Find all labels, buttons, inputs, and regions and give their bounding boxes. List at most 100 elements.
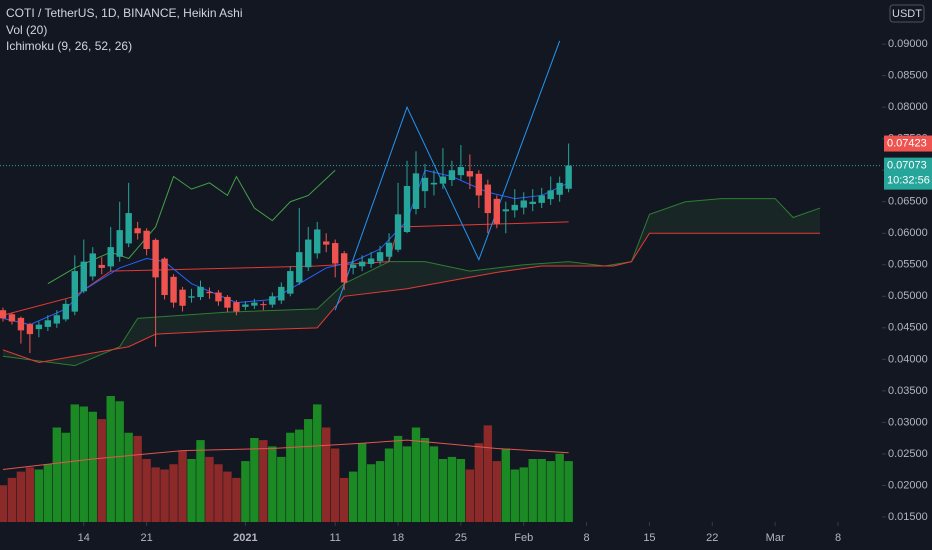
volume-bar [7,477,17,522]
x-tick-label: 25 [455,532,467,544]
volume-bar [447,456,457,522]
candle-body [134,228,141,234]
x-tick-label: 14 [78,532,90,544]
volume-bar [304,419,313,522]
volume-bar [411,427,421,522]
candle-body [260,304,267,306]
candle-body [296,252,303,283]
y-tick-label: 0.02000 [888,479,928,491]
candle-body [547,190,554,200]
volume-bar [169,464,178,522]
volume-bar [402,446,412,522]
y-tick-label: 0.02500 [888,448,928,460]
candle-body [8,314,16,322]
x-tick-label: 2021 [233,532,257,544]
volume-bar [250,438,259,522]
volume-bar [151,467,160,522]
candle-body [242,304,249,307]
currency[interactable]: USDT [892,8,922,20]
volume-bar [268,446,277,522]
candle-body [107,247,114,267]
volume-bar [555,453,564,522]
volume-bar [187,459,196,522]
candle-body [98,264,105,268]
x-tick-label: 8 [584,532,590,544]
volume-bar [52,427,62,522]
x-tick-label: Feb [514,532,533,544]
plot [0,40,882,522]
candle-body [188,296,195,298]
candle-body [493,198,501,224]
candle-body [224,296,231,308]
volume-bar [313,404,322,522]
y-tick-label: 0.03000 [888,416,928,428]
candle-body [439,176,447,184]
candle-body [44,320,52,327]
volume-bar [61,432,71,522]
volume-bar [178,450,187,522]
y-tick-label: 0.01500 [888,511,928,523]
volume-bar [393,435,403,522]
candle-body [448,170,456,181]
candle-body [556,182,563,195]
y-tick-label: 0.06500 [888,196,928,208]
candle-body [394,214,402,250]
candle-body [349,264,357,268]
candle-body [125,213,132,244]
volume-bar [465,469,475,522]
volume-bar [348,471,358,522]
candle-body [170,276,177,303]
volume-bar [106,396,115,522]
candle-body [0,310,7,319]
y-tick-label: 0.06000 [888,227,928,239]
candle-body [161,258,168,296]
volume-bar [25,467,35,522]
volume-bar [384,448,394,522]
volume-bar [501,448,510,522]
candle-body [116,230,123,257]
indicator-label: Ichimoku (9, 26, 52, 26) [6,39,132,53]
volume-bar [330,448,340,522]
volume-bar [115,401,124,522]
volume-bar [429,446,439,522]
volume-bar [286,432,295,522]
volume-bar [142,459,151,522]
volume-bar [438,459,448,522]
volume-bar [519,467,528,522]
candle-body [385,242,393,257]
volume-bar [510,469,519,522]
y-tick-label: 0.08000 [888,101,928,113]
price-tag-label: 0.07073 [887,160,927,172]
candle-body [475,173,483,196]
candle-body [233,302,240,312]
volume-bar [456,459,466,522]
volume-bar [277,456,286,522]
y-tick-label: 0.09000 [888,38,928,50]
currency-box[interactable] [889,4,925,23]
candle-body [340,253,348,283]
volume-bar [357,443,367,522]
volume-bar [88,411,97,522]
volume-bar [241,461,250,522]
candle-body [403,185,411,232]
candle-body [287,271,294,294]
candle-body [457,167,465,176]
candle-body [466,171,474,177]
candle-body [80,261,87,292]
candle-body [367,258,375,264]
volume-bar [97,419,106,522]
candle-body [520,200,527,208]
volume-bar [322,427,331,522]
candle-body [331,243,339,264]
volume-bar [420,438,430,522]
candle-body [511,204,518,211]
volume-bar [474,443,484,522]
candle-body [206,291,213,294]
volume-bar [564,461,573,522]
candle-body [53,315,61,324]
volume-bar [339,477,349,522]
candle-body [35,324,43,330]
volume-bar [223,471,232,522]
high-tag [884,135,932,152]
x-tick-label: 8 [835,532,841,544]
